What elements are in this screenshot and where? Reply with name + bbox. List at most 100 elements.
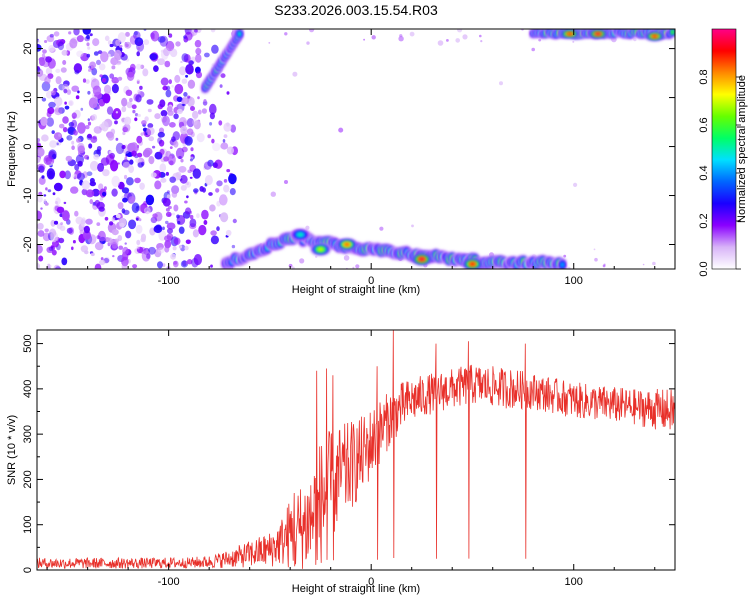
- heatmap-cell: [77, 160, 83, 167]
- heatmap-cell: [37, 244, 43, 254]
- heatmap-cell: [150, 172, 157, 178]
- heatmap-cell: [111, 175, 120, 188]
- heatmap-cell: [184, 245, 189, 251]
- heatmap-cell: [63, 88, 68, 94]
- heatmap-cell: [226, 169, 231, 173]
- heatmap-cell: [209, 103, 217, 115]
- heatmap-cell: [203, 161, 212, 170]
- heatmap-cell: [58, 237, 65, 244]
- heatmap-cell: [53, 96, 63, 107]
- heatmap-cell: [58, 133, 61, 137]
- snr-x-axis-label: Height of straight line (km): [292, 583, 420, 595]
- heatmap-cell: [594, 257, 598, 262]
- y-tick-label: 500: [22, 334, 34, 352]
- heatmap-cell: [154, 248, 162, 258]
- colorbar-frame: [711, 28, 737, 270]
- heatmap-cell: [176, 96, 183, 103]
- heatmap-cell: [115, 111, 119, 114]
- heatmap-cell: [61, 257, 68, 266]
- heatmap-cell: [111, 241, 118, 249]
- heatmap-cell: [61, 49, 68, 56]
- heatmap-cell: [157, 36, 166, 43]
- heatmap-cell: [89, 181, 97, 187]
- heatmap-cell: [121, 263, 128, 269]
- heatmap-cell: [37, 67, 41, 73]
- heatmap-cell: [195, 71, 203, 79]
- heatmap-cell: [343, 242, 351, 247]
- heatmap-cell: [43, 155, 53, 165]
- heatmap-cell: [37, 222, 44, 230]
- heatmap-cell: [230, 124, 237, 133]
- heatmap-cell: [148, 156, 155, 165]
- heatmap-cell: [42, 49, 47, 54]
- heatmap-cell: [122, 131, 126, 136]
- heatmap-cell: [602, 264, 606, 268]
- heatmap-cell: [159, 99, 166, 108]
- heatmap-cell: [223, 134, 228, 139]
- heatmap-cell: [46, 168, 56, 180]
- heatmap-cell: [49, 228, 57, 238]
- heatmap-cell: [51, 249, 57, 256]
- heatmap-cell: [180, 185, 187, 191]
- heatmap-cell: [76, 138, 81, 143]
- heatmap-cell: [93, 126, 102, 134]
- heatmap-cell: [174, 83, 184, 95]
- heatmap-cell: [91, 114, 98, 121]
- heatmap-cell: [204, 52, 210, 58]
- heatmap-cell: [157, 137, 163, 145]
- heatmap-cell: [107, 237, 113, 244]
- heatmap-cell: [128, 165, 135, 174]
- heatmap-cell: [148, 136, 154, 142]
- heatmap-cell: [177, 220, 181, 225]
- heatmap-cell: [203, 165, 207, 171]
- heatmap-cell: [96, 149, 101, 155]
- heatmap-cell: [154, 113, 161, 120]
- heatmap-cell: [41, 53, 46, 58]
- heatmap-cell: [469, 262, 476, 266]
- heatmap-cell: [168, 79, 172, 85]
- heatmap-cell: [187, 79, 196, 89]
- heatmap-cell: [82, 230, 91, 240]
- heatmap-cell: [160, 177, 167, 183]
- heatmap-cell: [48, 246, 54, 252]
- heatmap-cell: [148, 246, 156, 255]
- heatmap-cell: [86, 171, 93, 176]
- heatmap-cell: [212, 162, 218, 169]
- heatmap-cell: [66, 135, 73, 141]
- heatmap-cell: [531, 47, 535, 52]
- heatmap-cell: [48, 45, 55, 52]
- spectrogram-marks: [37, 29, 675, 269]
- heatmap-cell: [127, 142, 136, 153]
- heatmap-cell: [81, 180, 91, 190]
- heatmap-cell: [76, 50, 84, 58]
- heatmap-cell: [98, 183, 104, 190]
- heatmap-cell: [56, 39, 64, 47]
- heatmap-cell: [182, 260, 187, 267]
- heatmap-cell: [136, 217, 139, 221]
- heatmap-cell: [652, 261, 656, 266]
- heatmap-cell: [166, 190, 170, 194]
- spectrogram-frame: [36, 28, 676, 270]
- heatmap-cell: [147, 123, 154, 129]
- heatmap-cell: [159, 163, 167, 173]
- heatmap-cell: [90, 252, 95, 257]
- heatmap-cell: [192, 110, 199, 119]
- heatmap-cell: [185, 239, 191, 245]
- heatmap-cell: [226, 91, 230, 95]
- heatmap-cell: [53, 31, 60, 37]
- heatmap-cell: [178, 166, 187, 173]
- heatmap-cell: [437, 40, 444, 46]
- heatmap-cell: [59, 123, 65, 129]
- heatmap-cell: [446, 39, 449, 42]
- heatmap-cell: [96, 222, 101, 227]
- heatmap-cell: [100, 257, 104, 261]
- heatmap-cell: [196, 132, 205, 143]
- colorbar-tick-label: 0.2: [698, 213, 710, 228]
- heatmap-cell: [121, 256, 129, 267]
- heatmap-cell: [131, 104, 137, 109]
- heatmap-cell: [37, 156, 41, 164]
- heatmap-cell: [180, 125, 188, 135]
- heatmap-cell: [189, 176, 193, 179]
- heatmap-cell: [170, 253, 177, 260]
- heatmap-cell: [59, 170, 66, 179]
